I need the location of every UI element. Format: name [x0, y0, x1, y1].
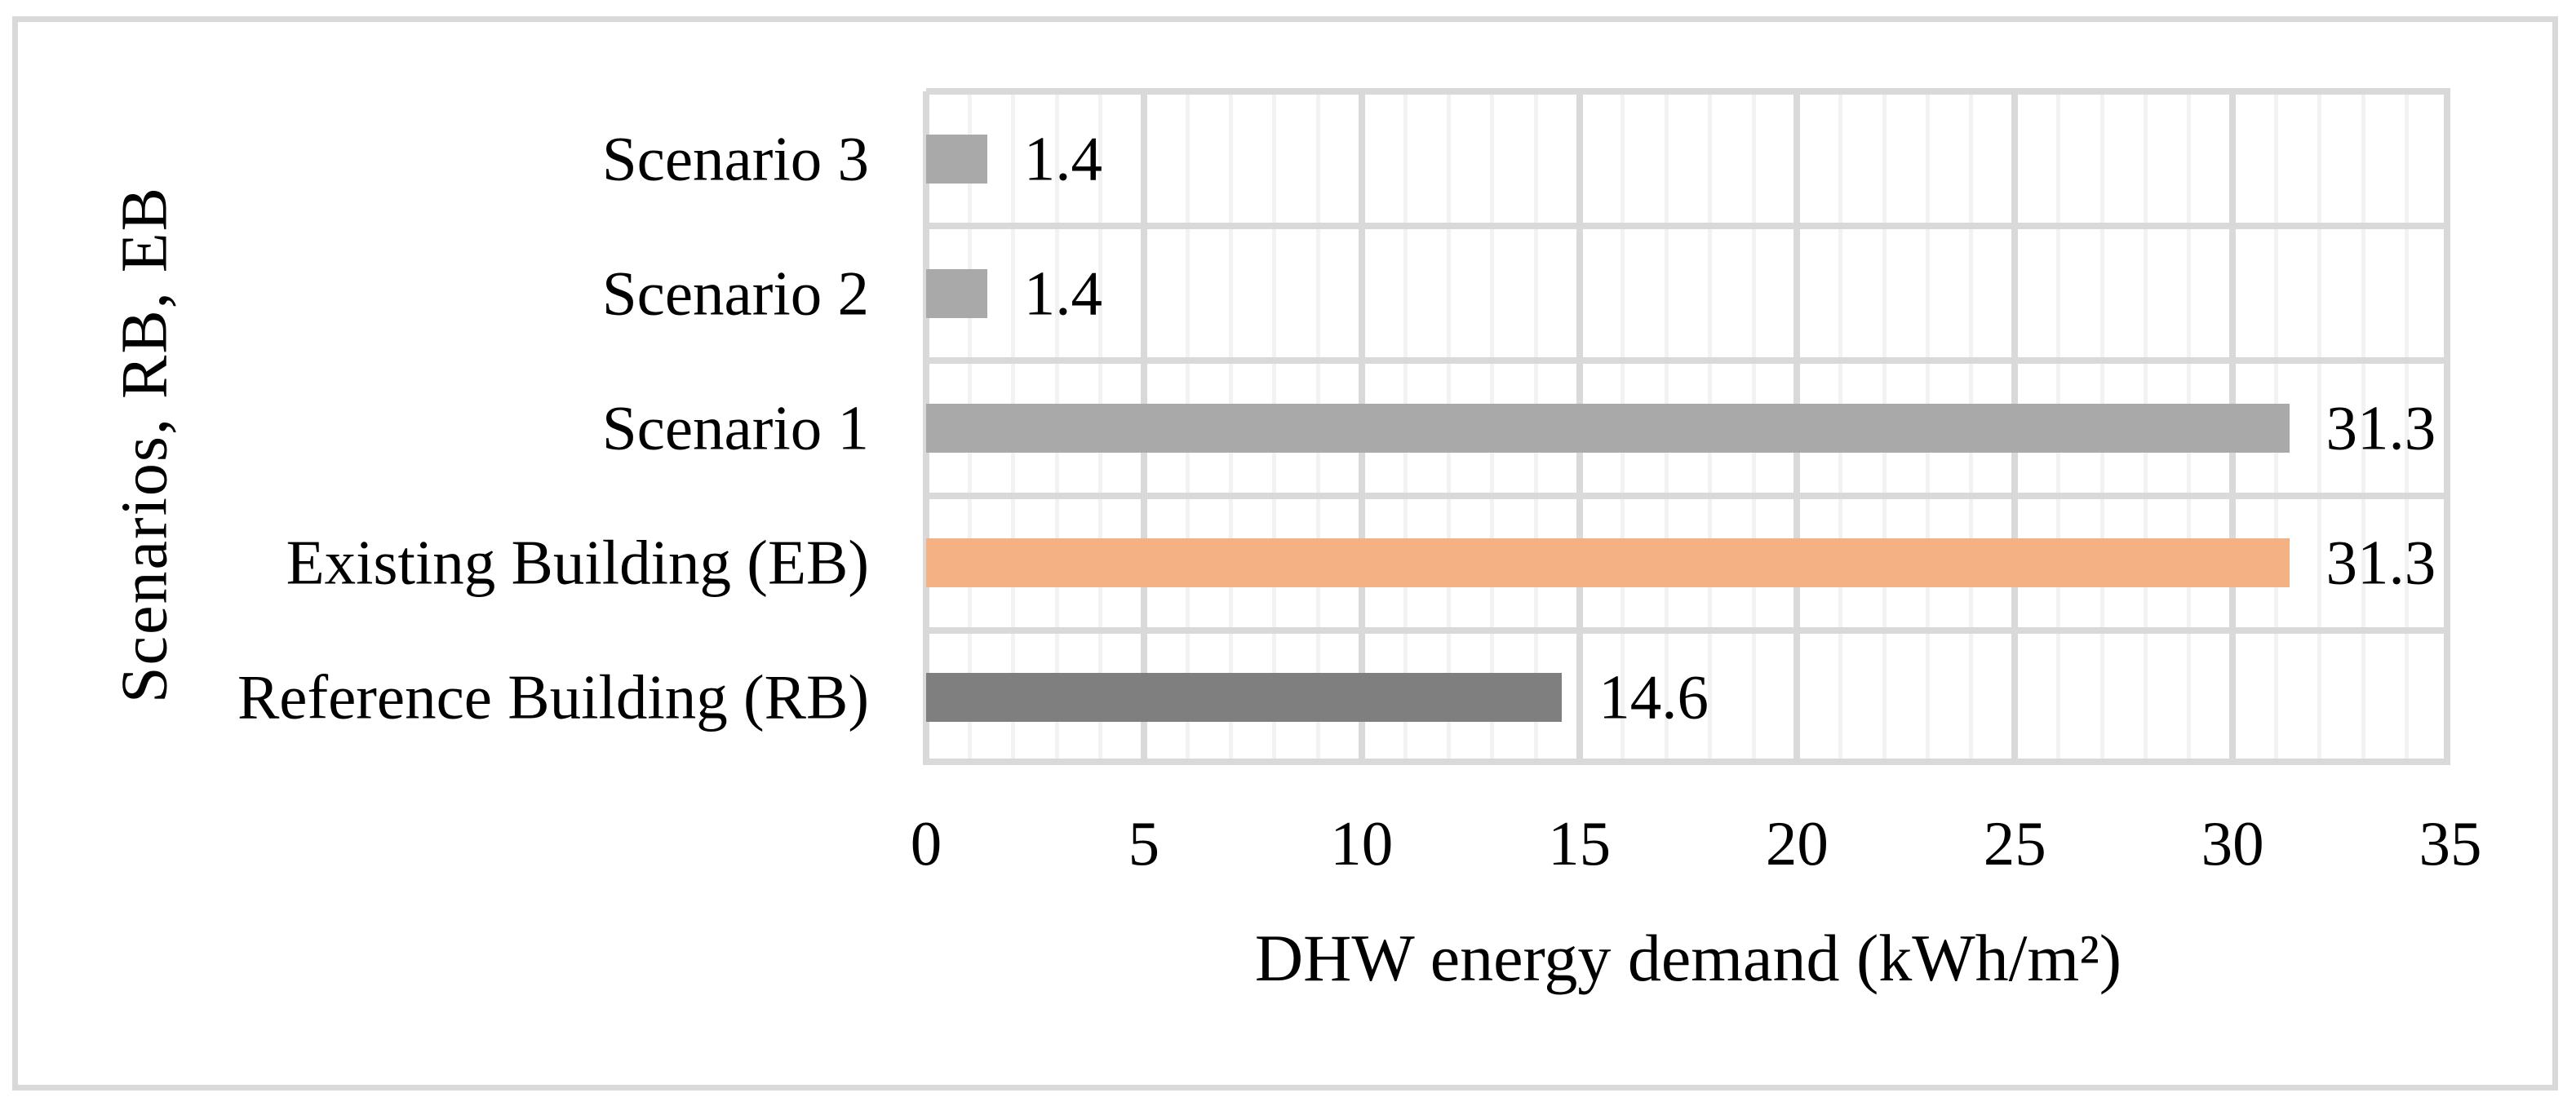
- category-label: Scenario 1: [601, 392, 869, 463]
- x-tick-label: 20: [1765, 808, 1829, 878]
- bar-scenario-1: [926, 404, 2290, 453]
- minor-gridline: [2317, 91, 2322, 765]
- x-axis-title: DHW energy demand (kWh/m²): [1254, 921, 2122, 995]
- x-tick-label: 0: [910, 808, 942, 878]
- x-tick-label: 35: [2419, 808, 2482, 878]
- major-gridline: [2444, 91, 2450, 765]
- minor-gridline: [2405, 91, 2410, 765]
- x-tick-label: 15: [1548, 808, 1612, 878]
- category-gridline: [926, 357, 2450, 365]
- category-gridline: [926, 626, 2450, 634]
- bar-existing-building-eb: [926, 538, 2290, 588]
- category-label: Existing Building (EB): [286, 527, 869, 598]
- x-tick-label: 10: [1330, 808, 1394, 878]
- category-label: Scenario 2: [601, 258, 869, 329]
- category-gridline: [926, 492, 2450, 499]
- category-axis-labels: Scenario 3 Scenario 2 Scenario 1 Existing B…: [0, 91, 869, 765]
- x-tick-label: 5: [1128, 808, 1160, 878]
- x-axis-tick-labels: 0 5 10 15 20 25 30 35: [911, 807, 2482, 897]
- bar-value-label: 1.4: [1023, 123, 1102, 194]
- category-gridline: [926, 223, 2450, 230]
- category-gridline: [926, 759, 2450, 765]
- category-label: Scenario 3: [601, 123, 869, 194]
- bar-scenario-2: [926, 268, 987, 318]
- bar-value-label: 1.4: [1023, 258, 1102, 329]
- category-label: Reference Building (RB): [237, 661, 869, 732]
- plot-area: 1.4 1.4 31.3 31.3 14.6: [923, 88, 2450, 765]
- bar-value-label: 31.3: [2325, 527, 2436, 598]
- bar-value-label: 31.3: [2325, 392, 2436, 463]
- category-gridline: [926, 88, 2450, 95]
- bar-value-label: 14.6: [1598, 661, 1709, 732]
- x-tick-label: 30: [2201, 808, 2264, 878]
- x-tick-label: 25: [1983, 808, 2046, 878]
- bar-reference-building-rb: [926, 673, 1563, 723]
- minor-gridline: [2361, 91, 2365, 765]
- bar-scenario-3: [926, 134, 987, 184]
